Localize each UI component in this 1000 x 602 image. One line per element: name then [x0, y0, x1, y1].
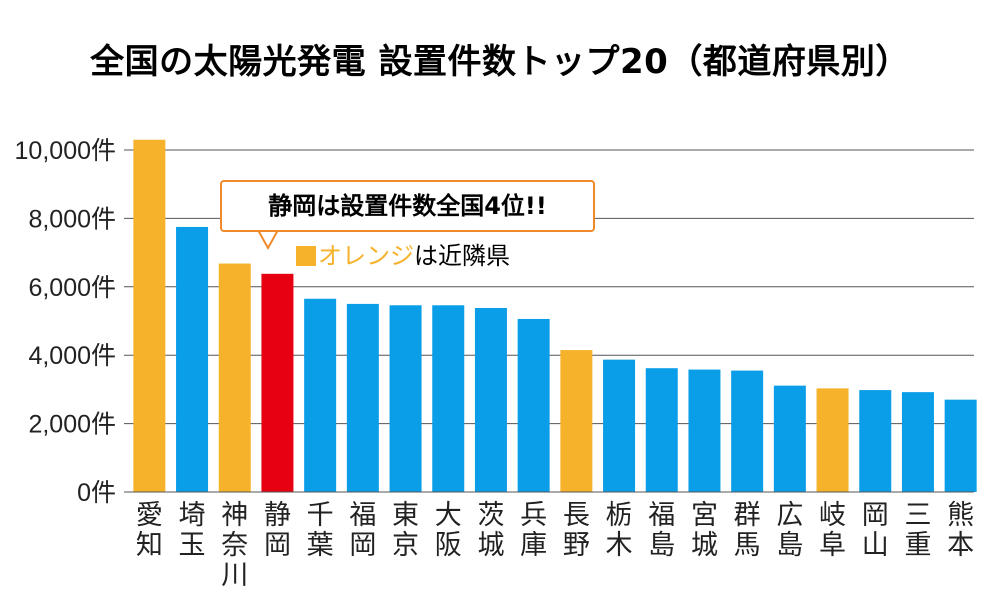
bar — [474, 308, 507, 492]
x-tick-label: 庫 — [520, 530, 547, 561]
y-tick-label: 6,000件 — [28, 274, 116, 302]
x-tick-label: 京 — [392, 530, 419, 561]
x-tick-label: 城 — [691, 530, 718, 561]
x-tick-label: 奈 — [221, 530, 248, 561]
x-tick-label: 城 — [477, 530, 504, 561]
x-tick-label: 栃 — [606, 500, 633, 531]
legend-rest-label: は近隣県 — [414, 242, 510, 270]
x-tick-label: 茨 — [477, 500, 504, 531]
x-tick-label: 山 — [862, 530, 889, 561]
bar — [816, 388, 849, 492]
chart-title: 全国の太陽光発電 設置件数トップ20（都道府県別） — [90, 42, 910, 82]
x-tick-label: 熊 — [947, 500, 974, 531]
bar — [688, 369, 721, 492]
y-tick-label: 8,000件 — [28, 205, 116, 233]
x-tick-label: 愛 — [136, 500, 163, 531]
bar — [133, 139, 166, 493]
x-tick-label: 岡 — [349, 530, 376, 561]
x-tick-label: 兵 — [520, 500, 547, 531]
x-tick-label: 野 — [563, 530, 590, 561]
bar — [645, 368, 678, 492]
x-tick-label: 岡 — [862, 500, 889, 531]
x-tick-label: 広 — [776, 500, 803, 531]
legend: オレンジは近隣県 — [296, 240, 510, 272]
y-tick-label: 2,000件 — [28, 411, 116, 439]
x-tick-label: 葉 — [307, 530, 334, 561]
x-tick-label: 島 — [776, 530, 803, 561]
x-tick-label: 福 — [349, 500, 376, 531]
x-tick-label: 福 — [648, 500, 675, 531]
bar — [944, 399, 977, 492]
x-tick-label: 埼 — [179, 500, 206, 531]
x-tick-label: 岐 — [819, 500, 846, 531]
callout-box: 静岡は設置件数全国4位!! — [220, 180, 595, 232]
x-tick-label: 島 — [648, 530, 675, 561]
x-tick-label: 東 — [392, 500, 419, 531]
callout-pointer — [257, 229, 279, 251]
y-tick-label: 4,000件 — [28, 342, 116, 370]
x-tick-label: 阜 — [819, 530, 846, 561]
bar — [773, 385, 806, 492]
x-tick-label: 三 — [904, 500, 931, 531]
bar — [731, 370, 764, 492]
x-tick-label: 群 — [734, 500, 761, 531]
bar — [176, 226, 209, 492]
x-tick-label: 宮 — [691, 500, 718, 531]
bar — [346, 303, 379, 492]
x-tick-label: 重 — [904, 530, 931, 561]
x-tick-label: 川 — [221, 560, 248, 591]
x-tick-label: 神 — [221, 500, 248, 531]
x-tick-label: 知 — [136, 530, 163, 561]
bar — [901, 392, 934, 492]
y-tick-label: 10,000件 — [15, 137, 116, 165]
bar — [261, 273, 294, 492]
bar — [560, 350, 593, 492]
bar — [517, 318, 550, 492]
x-tick-label: 阪 — [435, 530, 462, 561]
x-tick-label: 長 — [563, 500, 590, 531]
x-tick-label: 木 — [606, 530, 633, 561]
x-tick-label: 大 — [435, 500, 462, 531]
bar — [304, 298, 337, 492]
x-tick-label: 岡 — [264, 530, 291, 561]
x-tick-label: 千 — [307, 500, 334, 531]
legend-swatch — [296, 246, 316, 266]
bar — [432, 305, 465, 492]
legend-highlight-label: オレンジ — [318, 242, 414, 270]
x-tick-label: 本 — [947, 530, 974, 561]
x-tick-label: 静 — [264, 500, 291, 531]
bar — [218, 263, 251, 492]
bar — [389, 305, 422, 492]
x-tick-label: 馬 — [734, 530, 761, 561]
x-tick-label: 玉 — [179, 530, 206, 561]
bar — [603, 359, 636, 492]
y-tick-label: 0件 — [77, 479, 116, 507]
bar — [859, 390, 892, 492]
